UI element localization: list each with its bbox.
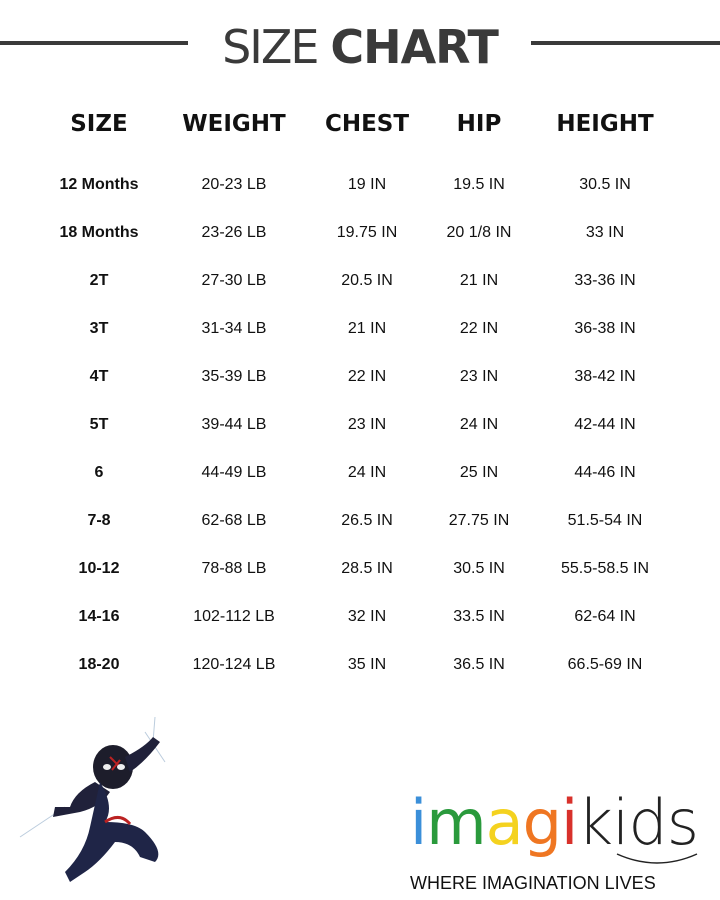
table-cell: 20-23 LB	[201, 176, 267, 193]
table-cell: 33-36 IN	[574, 272, 636, 289]
logo-letter: i	[410, 786, 427, 859]
title-bold: CHART	[330, 20, 499, 74]
table-cell: 27-30 LB	[201, 272, 267, 289]
table-cell: 21 IN	[347, 320, 387, 337]
table-cell: 35 IN	[347, 656, 387, 673]
table-cell: 39-44 LB	[201, 416, 267, 433]
table-cell: 36.5 IN	[453, 656, 505, 673]
size-cell: 6	[94, 464, 104, 481]
size-cell: 18-20	[78, 656, 120, 673]
table-cell: 44-46 IN	[574, 464, 636, 481]
table-cell: 27.75 IN	[448, 512, 510, 529]
table-cell: 33.5 IN	[453, 608, 505, 625]
table-cell: 42-44 IN	[574, 416, 636, 433]
table-cell: 36-38 IN	[574, 320, 636, 337]
table-cell: 35-39 LB	[201, 368, 267, 385]
table-cell: 44-49 LB	[201, 464, 267, 481]
logo-letter: g	[522, 786, 562, 859]
column-header: WEIGHT	[182, 111, 286, 137]
table-cell: 19 IN	[347, 176, 387, 193]
table-cell: 55.5-58.5 IN	[560, 560, 650, 577]
logo-letter: a	[485, 786, 524, 859]
column-header: HEIGHT	[556, 111, 654, 137]
size-cell: 14-16	[78, 608, 120, 625]
table-cell: 28.5 IN	[341, 560, 393, 577]
table-cell: 78-88 LB	[201, 560, 267, 577]
title-rule-left	[0, 41, 188, 45]
table-cell: 22 IN	[459, 320, 499, 337]
table-cell: 24 IN	[459, 416, 499, 433]
table-cell: 51.5-54 IN	[567, 512, 643, 529]
page-title: SIZE CHART	[0, 18, 720, 75]
size-cell: 3T	[89, 320, 109, 337]
size-cell: 12 Months	[59, 176, 139, 193]
size-cell: 5T	[89, 416, 109, 433]
table-cell: 23 IN	[459, 368, 499, 385]
logo-letter: m	[426, 786, 486, 859]
table-cell: 23 IN	[347, 416, 387, 433]
table-cell: 20 1/8 IN	[446, 224, 512, 241]
table-cell: 24 IN	[347, 464, 387, 481]
table-cell: 38-42 IN	[574, 368, 636, 385]
table-cell: 19.5 IN	[453, 176, 505, 193]
logo-smile	[616, 853, 698, 864]
table-cell: 20.5 IN	[341, 272, 393, 289]
column-header: CHEST	[324, 111, 410, 137]
size-cell: 18 Months	[59, 224, 139, 241]
spider-hero-figure	[19, 716, 166, 882]
title-light: SIZE	[222, 20, 319, 74]
table-cell: 21 IN	[459, 272, 499, 289]
table-cell: 30.5 IN	[579, 176, 631, 193]
size-cell: 10-12	[78, 560, 120, 577]
table-cell: 120-124 LB	[192, 656, 276, 673]
logo-letter: i	[561, 786, 578, 859]
table-cell: 66.5-69 IN	[567, 656, 643, 673]
table-cell: 19.75 IN	[336, 224, 398, 241]
table-cell: 30.5 IN	[453, 560, 505, 577]
logo-suffix: kids	[577, 786, 699, 859]
table-cell: 62-64 IN	[574, 608, 636, 625]
table-cell: 32 IN	[347, 608, 387, 625]
table-cell: 22 IN	[347, 368, 387, 385]
size-cell: 2T	[89, 272, 109, 289]
logo-tagline: WHERE IMAGINATION LIVES	[410, 873, 656, 893]
title-rule-right	[531, 41, 720, 45]
column-header: HIP	[456, 111, 502, 137]
table-cell: 33 IN	[585, 224, 625, 241]
table-cell: 23-26 LB	[201, 224, 267, 241]
table-cell: 31-34 LB	[201, 320, 267, 337]
size-cell: 4T	[89, 368, 109, 385]
table-cell: 102-112 LB	[193, 608, 275, 625]
size-cell: 7-8	[87, 512, 111, 529]
table-cell: 26.5 IN	[341, 512, 393, 529]
column-header: SIZE	[70, 111, 128, 137]
imagikids-logo: imagikids	[410, 790, 710, 856]
table-cell: 25 IN	[459, 464, 499, 481]
table-cell: 62-68 LB	[201, 512, 267, 529]
